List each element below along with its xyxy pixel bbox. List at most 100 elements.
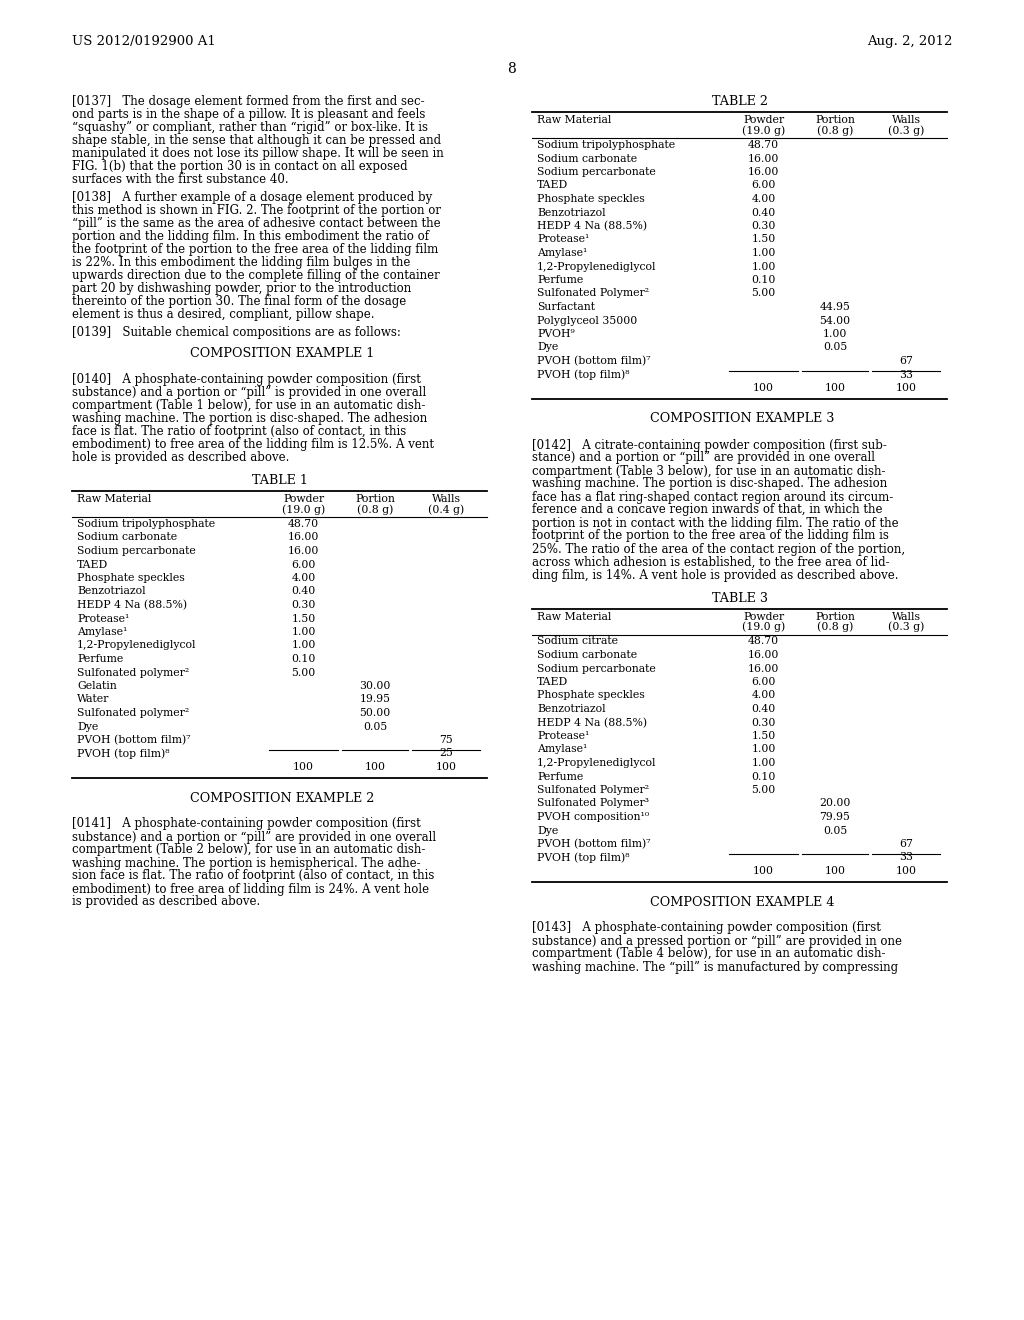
Text: 48.70: 48.70 [748, 140, 779, 150]
Text: Raw Material: Raw Material [537, 611, 611, 622]
Text: 33: 33 [899, 853, 913, 862]
Text: 100: 100 [896, 383, 916, 393]
Text: US 2012/0192900 A1: US 2012/0192900 A1 [72, 36, 216, 48]
Text: Benzotriazol: Benzotriazol [537, 704, 605, 714]
Text: washing machine. The “pill” is manufactured by compressing: washing machine. The “pill” is manufactu… [532, 961, 898, 974]
Text: element is thus a desired, compliant, pillow shape.: element is thus a desired, compliant, pi… [72, 308, 375, 321]
Text: 19.95: 19.95 [359, 694, 390, 705]
Text: 1,2-Propylenediglycol: 1,2-Propylenediglycol [537, 758, 656, 768]
Text: Sodium percarbonate: Sodium percarbonate [537, 664, 655, 673]
Text: footprint of the portion to the free area of the lidding film is: footprint of the portion to the free are… [532, 529, 889, 543]
Text: 5.00: 5.00 [752, 289, 775, 298]
Text: 54.00: 54.00 [819, 315, 851, 326]
Text: “pill” is the same as the area of adhesive contact between the: “pill” is the same as the area of adhesi… [72, 216, 440, 230]
Text: across which adhesion is established, to the free area of lid-: across which adhesion is established, to… [532, 556, 890, 569]
Text: COMPOSITION EXAMPLE 2: COMPOSITION EXAMPLE 2 [189, 792, 374, 804]
Text: Raw Material: Raw Material [77, 494, 152, 504]
Text: 79.95: 79.95 [819, 812, 851, 822]
Text: 44.95: 44.95 [819, 302, 851, 312]
Text: Surfactant: Surfactant [537, 302, 595, 312]
Text: Portion: Portion [355, 494, 395, 504]
Text: compartment (Table 3 below), for use in an automatic dish-: compartment (Table 3 below), for use in … [532, 465, 886, 478]
Text: 16.00: 16.00 [748, 153, 779, 164]
Text: 0.05: 0.05 [823, 342, 847, 352]
Text: the footprint of the portion to the free area of the lidding film: the footprint of the portion to the free… [72, 243, 438, 256]
Text: 67: 67 [899, 356, 913, 366]
Text: 75: 75 [439, 735, 453, 744]
Text: FIG. 1(b) that the portion 30 is in contact on all exposed: FIG. 1(b) that the portion 30 is in cont… [72, 160, 408, 173]
Text: Benzotriazol: Benzotriazol [77, 586, 145, 597]
Text: 0.05: 0.05 [823, 825, 847, 836]
Text: Sodium carbonate: Sodium carbonate [77, 532, 177, 543]
Text: COMPOSITION EXAMPLE 1: COMPOSITION EXAMPLE 1 [189, 347, 374, 360]
Text: 0.10: 0.10 [752, 771, 776, 781]
Text: ond parts is in the shape of a pillow. It is pleasant and feels: ond parts is in the shape of a pillow. I… [72, 108, 425, 121]
Text: 25%. The ratio of the area of the contact region of the portion,: 25%. The ratio of the area of the contac… [532, 543, 905, 556]
Text: part 20 by dishwashing powder, prior to the introduction: part 20 by dishwashing powder, prior to … [72, 282, 412, 294]
Text: Sulfonated Polymer²: Sulfonated Polymer² [537, 289, 649, 298]
Text: portion is not in contact with the lidding film. The ratio of the: portion is not in contact with the liddi… [532, 516, 899, 529]
Text: 6.00: 6.00 [752, 677, 776, 686]
Text: 5.00: 5.00 [292, 668, 315, 677]
Text: PVOH (top film)⁸: PVOH (top film)⁸ [77, 748, 170, 759]
Text: substance) and a portion or “pill” is provided in one overall: substance) and a portion or “pill” is pr… [72, 385, 426, 399]
Text: 1.00: 1.00 [823, 329, 847, 339]
Text: PVOH (bottom film)⁷: PVOH (bottom film)⁷ [77, 735, 190, 746]
Text: 1.00: 1.00 [752, 758, 776, 768]
Text: COMPOSITION EXAMPLE 4: COMPOSITION EXAMPLE 4 [650, 895, 835, 908]
Text: [0139]   Suitable chemical compositions are as follows:: [0139] Suitable chemical compositions ar… [72, 326, 400, 339]
Text: is provided as described above.: is provided as described above. [72, 895, 260, 908]
Text: Protease¹: Protease¹ [537, 731, 590, 741]
Text: Benzotriazol: Benzotriazol [537, 207, 605, 218]
Text: 20.00: 20.00 [819, 799, 851, 808]
Text: Raw Material: Raw Material [537, 115, 611, 125]
Text: 33: 33 [899, 370, 913, 380]
Text: 16.00: 16.00 [748, 168, 779, 177]
Text: washing machine. The portion is disc-shaped. The adhesion: washing machine. The portion is disc-sha… [532, 478, 887, 491]
Text: Perfume: Perfume [537, 771, 584, 781]
Text: Phosphate speckles: Phosphate speckles [537, 690, 645, 701]
Text: substance) and a portion or “pill” are provided in one overall: substance) and a portion or “pill” are p… [72, 830, 436, 843]
Text: Sodium carbonate: Sodium carbonate [537, 153, 637, 164]
Text: embodiment) to free area of lidding film is 24%. A vent hole: embodiment) to free area of lidding film… [72, 883, 429, 895]
Text: PVOH (bottom film)⁷: PVOH (bottom film)⁷ [537, 356, 650, 367]
Text: (19.0 g): (19.0 g) [741, 622, 785, 632]
Text: portion and the lidding film. In this embodiment the ratio of: portion and the lidding film. In this em… [72, 230, 429, 243]
Text: 6.00: 6.00 [291, 560, 315, 569]
Text: 1.00: 1.00 [752, 261, 776, 272]
Text: PVOH composition¹⁰: PVOH composition¹⁰ [537, 812, 649, 822]
Text: Dye: Dye [537, 342, 558, 352]
Text: 16.00: 16.00 [748, 649, 779, 660]
Text: 100: 100 [824, 866, 846, 876]
Text: 30.00: 30.00 [359, 681, 391, 690]
Text: (0.3 g): (0.3 g) [888, 622, 925, 632]
Text: 0.05: 0.05 [362, 722, 387, 731]
Text: 16.00: 16.00 [748, 664, 779, 673]
Text: 100: 100 [753, 383, 774, 393]
Text: Perfume: Perfume [537, 275, 584, 285]
Text: Amylase¹: Amylase¹ [537, 744, 588, 755]
Text: ding film, is 14%. A vent hole is provided as described above.: ding film, is 14%. A vent hole is provid… [532, 569, 898, 582]
Text: TABLE 3: TABLE 3 [712, 591, 768, 605]
Text: (0.4 g): (0.4 g) [428, 504, 464, 515]
Text: 1.00: 1.00 [752, 744, 776, 755]
Text: manipulated it does not lose its pillow shape. It will be seen in: manipulated it does not lose its pillow … [72, 147, 443, 160]
Text: Protease¹: Protease¹ [537, 235, 590, 244]
Text: hole is provided as described above.: hole is provided as described above. [72, 451, 290, 465]
Text: is 22%. In this embodiment the lidding film bulges in the: is 22%. In this embodiment the lidding f… [72, 256, 411, 269]
Text: Perfume: Perfume [77, 653, 123, 664]
Text: 48.70: 48.70 [748, 636, 779, 647]
Text: compartment (Table 1 below), for use in an automatic dish-: compartment (Table 1 below), for use in … [72, 399, 425, 412]
Text: Amylase¹: Amylase¹ [537, 248, 588, 257]
Text: TABLE 1: TABLE 1 [252, 474, 307, 487]
Text: 50.00: 50.00 [359, 708, 390, 718]
Text: Portion: Portion [815, 115, 855, 125]
Text: 25: 25 [439, 748, 453, 759]
Text: 100: 100 [435, 762, 457, 772]
Text: [0142]   A citrate-containing powder composition (first sub-: [0142] A citrate-containing powder compo… [532, 438, 887, 451]
Text: HEDP 4 Na (88.5%): HEDP 4 Na (88.5%) [537, 220, 647, 231]
Text: this method is shown in FIG. 2. The footprint of the portion or: this method is shown in FIG. 2. The foot… [72, 205, 441, 216]
Text: Walls: Walls [892, 611, 921, 622]
Text: TAED: TAED [537, 181, 568, 190]
Text: 0.30: 0.30 [752, 718, 776, 727]
